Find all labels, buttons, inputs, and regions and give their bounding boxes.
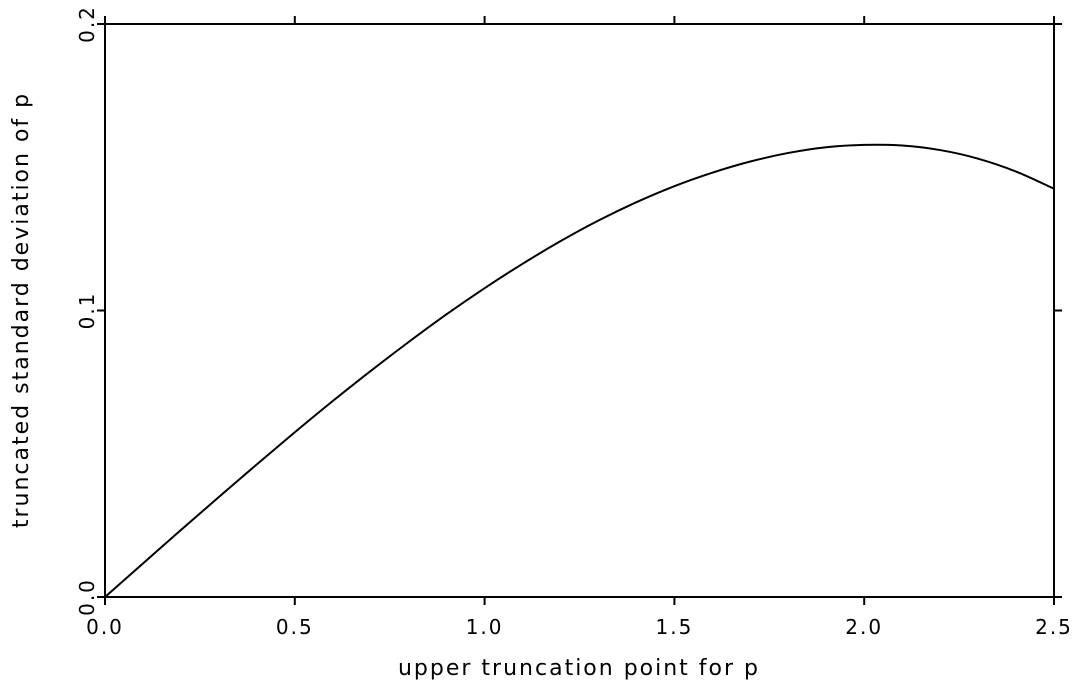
plot-frame — [104, 23, 1055, 598]
tick-marks — [97, 16, 1062, 605]
x-tick-labels: 0.0 0.5 1.0 1.5 2.0 2.5 — [86, 615, 1073, 639]
x-tick-label: 0.0 — [86, 615, 124, 639]
x-tick-label: 2.5 — [1035, 615, 1073, 639]
x-tick-label: 2.0 — [845, 615, 883, 639]
y-tick-label: 0.2 — [75, 5, 99, 43]
x-tick-label: 0.5 — [276, 615, 314, 639]
x-tick-label: 1.5 — [655, 615, 693, 639]
y-tick-label: 0.0 — [75, 578, 99, 616]
series-line — [104, 143, 1055, 598]
y-tick-labels: 0.0 0.1 0.2 — [75, 5, 99, 616]
y-axis-label: truncated standard deviation of p — [9, 92, 34, 528]
x-axis-label: upper truncation point for p — [398, 656, 760, 681]
y-tick-label: 0.1 — [75, 292, 99, 330]
x-tick-label: 1.0 — [466, 615, 504, 639]
